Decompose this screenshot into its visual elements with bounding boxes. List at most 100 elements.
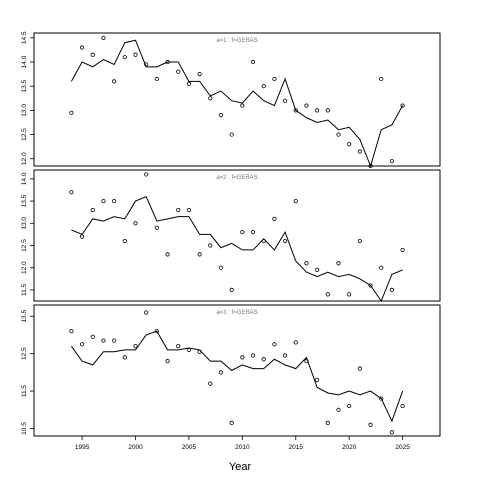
observed-point — [165, 359, 170, 364]
observed-point — [261, 84, 266, 89]
observed-point — [293, 340, 298, 345]
observed-point — [197, 72, 202, 77]
panel-title: a=3 : f=GERAS — [216, 310, 257, 316]
observed-point — [112, 198, 117, 204]
observed-point — [208, 381, 213, 386]
observed-point — [218, 370, 224, 375]
y-tick-label: 13.5 — [21, 194, 28, 207]
observed-point — [79, 234, 85, 239]
observed-point — [293, 198, 298, 204]
x-tick-label: 2005 — [182, 444, 197, 451]
observed-point — [250, 353, 256, 358]
observed-point — [400, 403, 405, 409]
observed-point — [122, 238, 127, 244]
x-tick-label: 2000 — [128, 444, 143, 451]
observed-point — [197, 252, 202, 257]
observed-point — [165, 252, 170, 257]
observed-point — [379, 76, 384, 82]
x-tick-label: 2015 — [289, 444, 304, 451]
observed-point — [186, 347, 192, 353]
observed-point — [154, 329, 159, 334]
observed-point — [336, 261, 341, 266]
observed-point — [400, 103, 405, 108]
observed-point — [229, 132, 234, 137]
observed-point — [272, 76, 277, 82]
observed-point — [368, 163, 373, 169]
observed-point — [293, 108, 298, 113]
observed-point — [336, 132, 341, 137]
observed-point — [240, 355, 245, 360]
observed-point — [208, 243, 213, 248]
observed-point — [389, 159, 395, 164]
observed-point — [154, 225, 159, 230]
observed-point — [208, 96, 213, 101]
observed-point — [250, 59, 256, 65]
observed-point — [186, 207, 192, 213]
observed-point — [90, 207, 95, 213]
observed-point — [122, 355, 127, 360]
observed-point — [229, 287, 234, 292]
observed-point — [282, 353, 288, 358]
y-tick-label: 13.0 — [21, 217, 28, 230]
panel-frame — [33, 32, 441, 167]
observed-point — [389, 430, 395, 435]
panel-title: a=2 : f=GERAS — [216, 175, 257, 181]
x-axis-label: Year — [229, 461, 252, 473]
observed-point — [240, 230, 245, 235]
observed-point — [282, 238, 288, 244]
y-tick-label: 13.0 — [21, 104, 28, 117]
observed-point — [197, 349, 202, 354]
observed-point — [69, 110, 74, 115]
observed-point — [218, 113, 224, 118]
observed-point — [101, 338, 106, 343]
x-tick-label: 2025 — [395, 444, 410, 451]
y-tick-label: 13.5 — [21, 310, 28, 323]
observed-point — [176, 344, 181, 349]
fitted-line — [70, 39, 404, 168]
observed-point — [315, 267, 320, 273]
observed-point — [218, 265, 224, 270]
observed-point — [272, 342, 277, 347]
panels-group: a=1 : f=GERAS 12.0 12.5 13.0 13.5 14.0 14.5 a=2… — [21, 31, 441, 437]
observed-point — [144, 62, 149, 67]
x-tick-label: 1995 — [75, 444, 90, 451]
y-tick-label: 12.5 — [21, 239, 28, 252]
observed-point — [229, 420, 234, 425]
observed-point — [400, 247, 405, 253]
observed-point — [389, 287, 395, 292]
y-tick-label: 12.5 — [21, 347, 28, 360]
observed-point — [79, 45, 85, 50]
observed-point — [347, 403, 352, 409]
observed-point — [90, 52, 95, 57]
observed-point — [282, 98, 288, 103]
observed-point — [336, 407, 341, 412]
y-tick-label: 13.5 — [21, 79, 28, 92]
observed-point — [69, 329, 74, 334]
x-axis: 1995 2000 2005 2010 2015 2020 2025 — [75, 436, 410, 451]
observed-point — [368, 283, 373, 288]
panel-frame — [33, 169, 441, 302]
panel-3: a=3 : f=GERAS 10.5 11.5 12.5 13.5 — [21, 304, 441, 437]
fitted-line — [71, 195, 403, 303]
observed-point — [154, 76, 159, 82]
observed-point — [240, 103, 245, 108]
observed-point — [133, 221, 138, 226]
observed-point — [261, 357, 266, 362]
panel-title: a=1 : f=GERAS — [216, 38, 257, 44]
observed-point — [144, 172, 149, 177]
observed-point — [347, 142, 352, 147]
observed-point — [112, 338, 117, 343]
observed-point — [133, 52, 138, 57]
observed-point — [315, 377, 320, 382]
observed-point — [379, 396, 384, 401]
fitted-line — [70, 330, 404, 423]
observed-point — [368, 422, 373, 427]
observed-point — [101, 35, 106, 40]
observed-point — [90, 334, 95, 339]
observed-point — [133, 344, 138, 349]
x-tick-label: 2020 — [342, 444, 357, 451]
observed-point — [357, 149, 362, 154]
y-tick-label: 14.0 — [21, 172, 28, 185]
observed-point — [250, 230, 256, 235]
